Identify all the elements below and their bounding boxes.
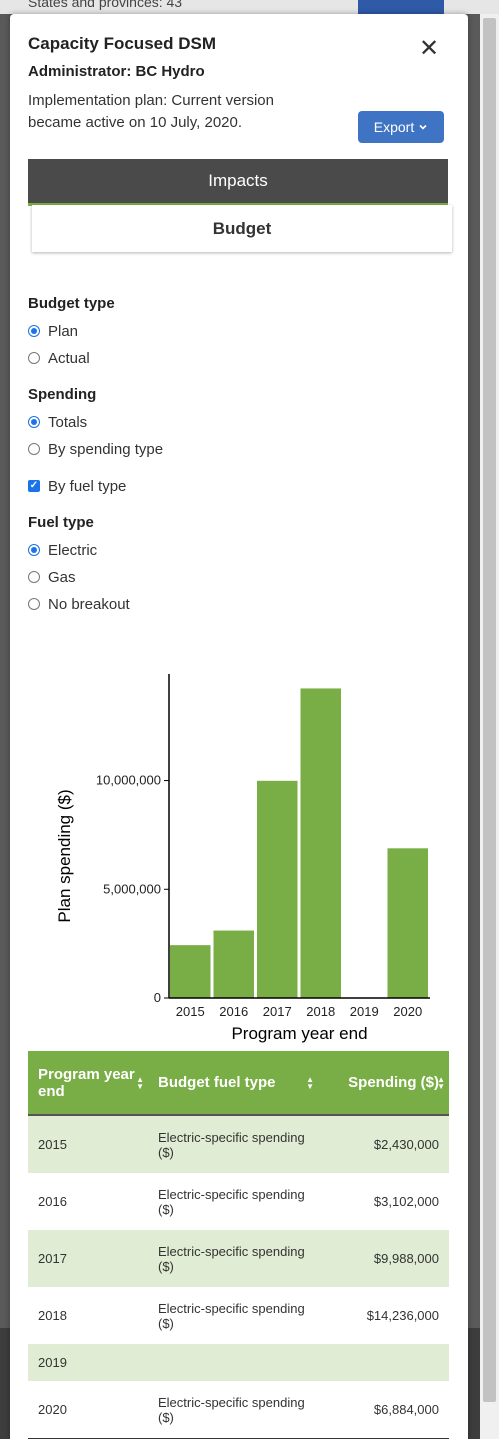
radio-electric-label: Electric <box>48 541 98 559</box>
chart-bar-2015 <box>170 945 211 998</box>
radio-plan-control[interactable] <box>28 325 40 337</box>
scrollbar-thumb[interactable] <box>483 18 496 1402</box>
cell-year: 2019 <box>28 1344 148 1381</box>
budget-bar-chart: 2015 2016 2017 2018 2019 2020 0 5,000,000 10,000… <box>55 674 430 1043</box>
radio-plan-label: Plan <box>48 322 79 340</box>
cell-fuel-type: Electric-specific spending ($) <box>148 1115 318 1173</box>
export-button[interactable]: Export <box>358 111 444 143</box>
cell-year: 2017 <box>28 1230 148 1287</box>
cell-fuel-type <box>148 1344 318 1381</box>
x-tick-label: 2016 <box>219 1004 248 1019</box>
cell-year: 2020 <box>38 1402 67 1417</box>
radio-totals-control[interactable] <box>28 416 40 428</box>
table-row: 2019 <box>28 1344 449 1381</box>
y-axis-title: Plan spending ($) <box>55 789 74 922</box>
close-icon[interactable]: ✕ <box>418 35 440 62</box>
program-detail-modal: Capacity Focused DSM ✕ Administrator: BC… <box>10 14 468 1439</box>
cell-fuel-type: Electric-specific spending ($) <box>158 1300 305 1331</box>
cell-spending: $14,236,000 <box>366 1308 439 1323</box>
radio-actual[interactable]: Actual <box>28 348 90 368</box>
chart-bar-2017 <box>257 780 298 998</box>
fuel-type-label: Fuel type <box>28 514 94 531</box>
sort-icon[interactable]: ▲ ▼ <box>437 1074 445 1091</box>
cell-year: 2018 <box>38 1308 67 1323</box>
cell-spending <box>318 1344 449 1381</box>
y-tick-label: 5,000,000 <box>103 881 161 896</box>
table-row: 2015 Electric-specific spending ($) $2,4… <box>28 1115 449 1173</box>
cell-year: 2016 <box>38 1194 67 1209</box>
radio-electric-control[interactable] <box>28 544 40 556</box>
radio-no-breakout-label: No breakout <box>48 595 130 613</box>
export-label: Export <box>373 119 415 135</box>
table-row: 2020 Electric-specific spending ($) $6,8… <box>28 1381 449 1439</box>
radio-no-breakout[interactable]: No breakout <box>28 594 130 614</box>
radio-totals[interactable]: Totals <box>28 412 87 432</box>
x-axis-title: Program year end <box>231 1024 367 1043</box>
chevron-down-icon <box>419 124 427 130</box>
checkbox-by-fuel-type-label: By fuel type <box>48 477 127 495</box>
radio-actual-control[interactable] <box>28 352 40 364</box>
sort-icon[interactable]: ▲ ▼ <box>136 1074 144 1091</box>
radio-by-spending-type-control[interactable] <box>28 443 40 455</box>
tab-impacts[interactable]: Impacts <box>28 159 448 206</box>
radio-no-breakout-control[interactable] <box>28 598 40 610</box>
y-tick-label: 0 <box>154 990 161 1005</box>
administrator-label: Administrator: BC Hydro <box>28 63 205 80</box>
radio-by-spending-type-label: By spending type <box>48 440 164 458</box>
col-header-program-year-end[interactable]: Program year end ▲ ▼ <box>28 1051 148 1116</box>
x-tick-label: 2018 <box>306 1004 335 1019</box>
x-tick-label: 2020 <box>393 1004 422 1019</box>
modal-title: Capacity Focused DSM <box>28 34 216 53</box>
background-page: States and provinces: 43 <box>0 0 499 14</box>
table-row: 2018 Electric-specific spending ($) $14,… <box>28 1287 449 1344</box>
col-header-label: Budget fuel type <box>158 1074 276 1091</box>
page-scrollbar[interactable] <box>480 14 499 1439</box>
radio-gas-control[interactable] <box>28 571 40 583</box>
col-header-label: Spending ($) <box>348 1074 439 1091</box>
background-export-button <box>358 0 444 14</box>
checkbox-by-fuel-type-control[interactable]: ✓ <box>28 480 40 492</box>
cell-spending: $6,884,000 <box>373 1402 439 1417</box>
radio-by-spending-type[interactable]: By spending type <box>28 439 163 459</box>
radio-gas[interactable]: Gas <box>28 567 76 587</box>
table-header-row: Program year end ▲ ▼ Budget fuel type ▲ ▼ Sp… <box>28 1051 449 1116</box>
checkbox-by-fuel-type[interactable]: ✓ By fuel type <box>28 476 126 496</box>
col-header-spending[interactable]: Spending ($) ▲ ▼ <box>318 1051 449 1116</box>
x-tick-label: 2019 <box>350 1004 379 1019</box>
cell-fuel-type: Electric-specific spending ($) <box>158 1394 305 1425</box>
table-row: 2017 Electric-specific spending ($) $9,9… <box>28 1230 449 1287</box>
spending-label: Spending <box>28 386 97 403</box>
cell-spending: $2,430,000 <box>318 1115 449 1173</box>
plan-line-2: became active on 10 July, 2020. <box>28 114 243 131</box>
budget-type-label: Budget type <box>28 295 115 312</box>
chart-bar-2018 <box>300 688 341 998</box>
cell-year: 2015 <box>28 1115 148 1173</box>
col-header-budget-fuel-type[interactable]: Budget fuel type ▲ ▼ <box>148 1051 318 1116</box>
y-tick-label: 10,000,000 <box>96 773 161 788</box>
chart-bar-2020 <box>387 848 428 998</box>
radio-totals-label: Totals <box>48 413 88 431</box>
radio-actual-label: Actual <box>48 349 90 367</box>
background-text: States and provinces: 43 <box>28 0 183 10</box>
chart-bar-2016 <box>213 930 254 998</box>
implementation-plan-text: Implementation plan: Current version bec… <box>28 90 328 134</box>
budget-table: Program year end ▲ ▼ Budget fuel type ▲ ▼ Sp… <box>28 1051 449 1439</box>
radio-gas-label: Gas <box>48 568 76 586</box>
col-header-label: Program year end <box>38 1065 135 1100</box>
cell-spending: $9,988,000 <box>318 1230 449 1287</box>
radio-plan[interactable]: Plan <box>28 321 78 341</box>
cell-spending: $3,102,000 <box>373 1194 439 1209</box>
tab-budget[interactable]: Budget <box>32 205 452 252</box>
radio-electric[interactable]: Electric <box>28 540 97 560</box>
plan-line-1: Implementation plan: Current version <box>28 92 274 109</box>
table-row: 2016 Electric-specific spending ($) $3,1… <box>28 1173 449 1230</box>
x-tick-label: 2017 <box>263 1004 292 1019</box>
cell-fuel-type: Electric-specific spending ($) <box>158 1186 305 1217</box>
x-tick-label: 2015 <box>176 1004 205 1019</box>
sort-icon[interactable]: ▲ ▼ <box>306 1074 314 1091</box>
cell-fuel-type: Electric-specific spending ($) <box>148 1230 318 1287</box>
